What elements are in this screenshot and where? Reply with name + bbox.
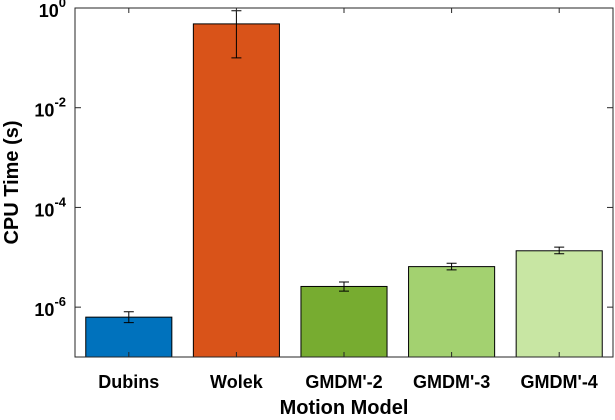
x-tick-label: GMDM'-3 xyxy=(413,372,490,392)
x-axis-label: Motion Model xyxy=(280,397,409,419)
bar-wolek xyxy=(192,23,280,358)
y-tick-label: 100 xyxy=(39,0,66,21)
x-tick-label: GMDM'-4 xyxy=(521,372,598,392)
x-axis-ticks: Dubins Wolek GMDM'-2 GMDM'-3 GMDM'-4 xyxy=(98,8,598,392)
error-bar xyxy=(123,311,134,324)
bar-gmdm-3 xyxy=(408,266,496,358)
error-bar xyxy=(339,281,349,292)
error-bar xyxy=(446,262,457,271)
x-tick-label: Dubins xyxy=(98,372,159,392)
bar-gmdm-4 xyxy=(515,250,603,358)
bar-dubins xyxy=(85,316,173,358)
bar-gmdm-2 xyxy=(300,285,388,358)
bars-group xyxy=(85,23,603,358)
y-tick-label: 10-4 xyxy=(34,194,66,220)
x-tick-label: GMDM'-2 xyxy=(305,372,382,392)
error-bars-group xyxy=(123,10,565,324)
y-axis-ticks: 10-6 10-4 10-2 100 xyxy=(34,0,613,320)
error-bar xyxy=(554,246,565,255)
y-tick-label: 10-6 xyxy=(34,294,66,320)
y-axis-label: CPU Time (s) xyxy=(1,120,23,244)
x-tick-label: Wolek xyxy=(210,372,264,392)
y-tick-label: 10-2 xyxy=(34,95,66,121)
